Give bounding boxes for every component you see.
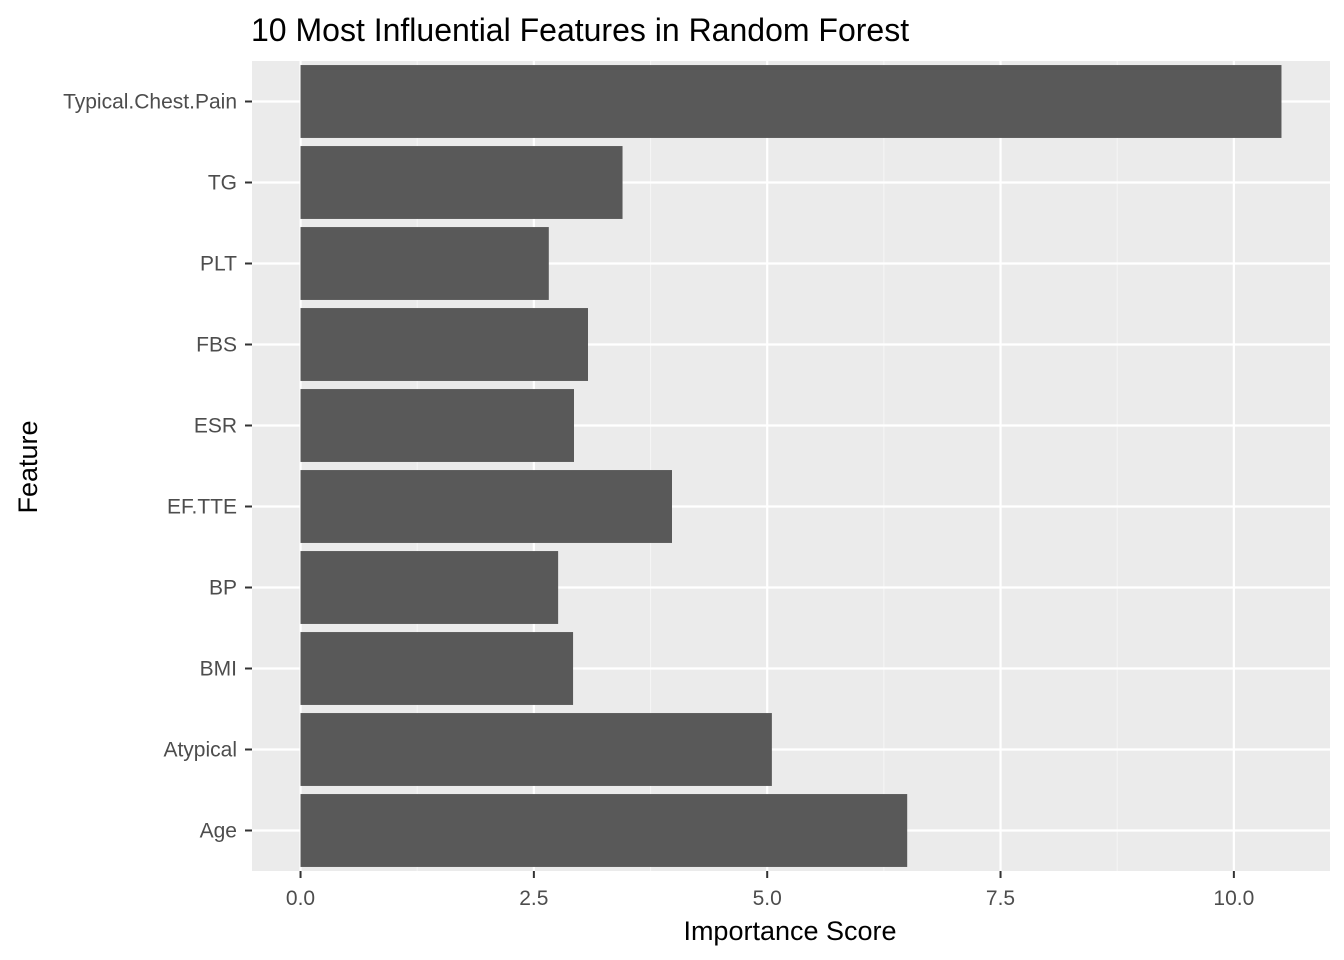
y-tick-label: TG bbox=[208, 172, 237, 195]
bar bbox=[300, 713, 772, 786]
y-tick-label: ESR bbox=[194, 415, 237, 438]
y-axis: Age Atypical BMI BP EF.TTE ESR FBS PLT TG Typical… bbox=[63, 91, 252, 843]
bar bbox=[300, 146, 623, 219]
bar bbox=[300, 632, 574, 705]
x-tick-label: 0.0 bbox=[286, 887, 315, 910]
bar bbox=[300, 65, 1282, 138]
y-tick-label: BMI bbox=[200, 658, 237, 681]
x-tick-label: 10.0 bbox=[1213, 887, 1254, 910]
bars bbox=[300, 65, 1282, 867]
y-tick-label: Atypical bbox=[163, 739, 237, 762]
chart-title: 10 Most Influential Features in Random F… bbox=[251, 12, 909, 48]
x-axis-title: Importance Score bbox=[683, 916, 896, 946]
x-axis: 0.0 2.5 5.0 7.5 10.0 bbox=[286, 871, 1254, 910]
bar bbox=[300, 470, 672, 543]
bar bbox=[300, 389, 574, 462]
y-axis-title: Feature bbox=[13, 420, 43, 513]
bar bbox=[300, 794, 908, 867]
y-tick-label: EF.TTE bbox=[167, 496, 237, 519]
x-tick-label: 5.0 bbox=[753, 887, 782, 910]
y-tick-label: PLT bbox=[200, 253, 237, 276]
x-tick-label: 2.5 bbox=[519, 887, 548, 910]
x-tick-label: 7.5 bbox=[986, 887, 1015, 910]
y-tick-label: Typical.Chest.Pain bbox=[63, 91, 237, 114]
bar bbox=[300, 551, 559, 624]
bar bbox=[300, 227, 549, 300]
y-tick-label: FBS bbox=[196, 334, 237, 357]
bar bbox=[300, 308, 588, 381]
y-tick-label: Age bbox=[200, 820, 237, 843]
y-tick-label: BP bbox=[209, 577, 237, 600]
